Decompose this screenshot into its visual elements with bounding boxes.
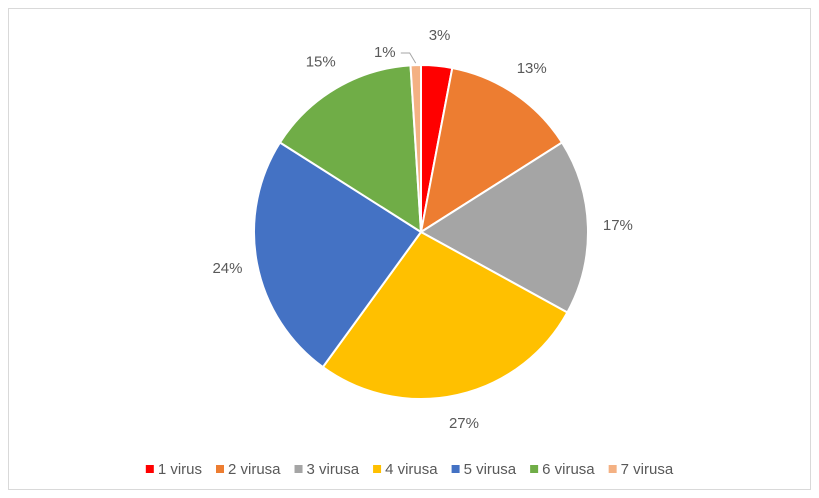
legend-label: 7 virusa	[621, 461, 674, 478]
legend-swatch	[373, 465, 382, 473]
legend-swatch	[294, 465, 303, 473]
data-label: 13%	[517, 60, 547, 77]
legend-label: 1 virus	[158, 461, 202, 478]
legend-swatch	[145, 465, 154, 473]
legend-swatch	[530, 465, 539, 473]
data-label: 24%	[212, 260, 242, 277]
legend-swatch	[216, 465, 224, 473]
data-label: 1%	[374, 44, 396, 61]
leader-line	[400, 52, 417, 64]
legend-swatch	[608, 465, 617, 473]
pie-slice	[321, 230, 569, 400]
legend-label: 3 virusa	[307, 461, 360, 478]
pie-slice	[419, 66, 564, 235]
pie-slice	[253, 141, 423, 369]
legend-label: 2 virusa	[228, 461, 281, 478]
pie-slice	[409, 63, 422, 233]
legend-label: 5 virusa	[464, 461, 517, 478]
pie-slice	[419, 141, 589, 314]
pie-slice	[278, 64, 423, 234]
data-label: 3%	[429, 27, 451, 44]
legend-label: 4 virusa	[385, 461, 438, 478]
data-label: 17%	[603, 217, 633, 234]
data-label: 15%	[306, 53, 336, 70]
data-label: 27%	[449, 415, 479, 432]
legend-label: 6 virusa	[542, 461, 595, 478]
legend-swatch	[451, 465, 460, 473]
